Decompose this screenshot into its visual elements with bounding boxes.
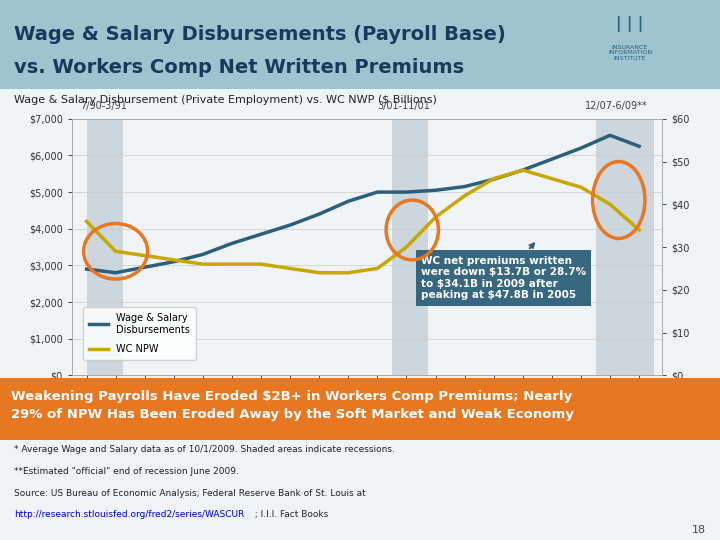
Text: Wage & Salary Disbursements (Payroll Base): Wage & Salary Disbursements (Payroll Bas…: [14, 25, 506, 44]
Text: 3/01-11/01: 3/01-11/01: [377, 102, 430, 111]
Text: 7/90-3/91: 7/90-3/91: [81, 102, 127, 111]
Bar: [392, 119, 428, 375]
Text: 12/07-6/09**: 12/07-6/09**: [585, 102, 647, 111]
FancyBboxPatch shape: [0, 378, 720, 440]
Bar: [595, 119, 654, 375]
Text: * Average Wage and Salary data as of 10/1/2009. Shaded areas indicate recessions: * Average Wage and Salary data as of 10/…: [14, 445, 395, 454]
Text: ; I.I.I. Fact Books: ; I.I.I. Fact Books: [252, 510, 328, 519]
Text: **Estimated "official" end of recession June 2009.: **Estimated "official" end of recession …: [14, 467, 239, 476]
Text: WC net premiums written
were down $13.7B or 28.7%
to $34.1B in 2009 after
peakin: WC net premiums written were down $13.7B…: [421, 244, 586, 300]
Text: Wage & Salary Disbursement (Private Employment) vs. WC NWP ($ Billions): Wage & Salary Disbursement (Private Empl…: [14, 96, 437, 105]
Text: Weakening Payrolls Have Eroded $2B+ in Workers Comp Premiums; Nearly
29% of NPW : Weakening Payrolls Have Eroded $2B+ in W…: [11, 390, 574, 421]
Text: Source: US Bureau of Economic Analysis; Federal Reserve Bank of St. Louis at: Source: US Bureau of Economic Analysis; …: [14, 489, 366, 498]
Legend: Wage & Salary
Disbursements, WC NPW: Wage & Salary Disbursements, WC NPW: [83, 307, 196, 360]
Text: http://research.stlouisfed.org/fred2/series/WASCUR: http://research.stlouisfed.org/fred2/ser…: [14, 510, 245, 519]
Text: | | |: | | |: [616, 16, 644, 32]
Text: 18: 18: [691, 525, 706, 535]
Bar: [86, 119, 123, 375]
Text: INSURANCE
INFORMATION
INSTITUTE: INSURANCE INFORMATION INSTITUTE: [608, 45, 652, 61]
FancyBboxPatch shape: [0, 0, 720, 89]
Text: vs. Workers Comp Net Written Premiums: vs. Workers Comp Net Written Premiums: [14, 58, 464, 77]
